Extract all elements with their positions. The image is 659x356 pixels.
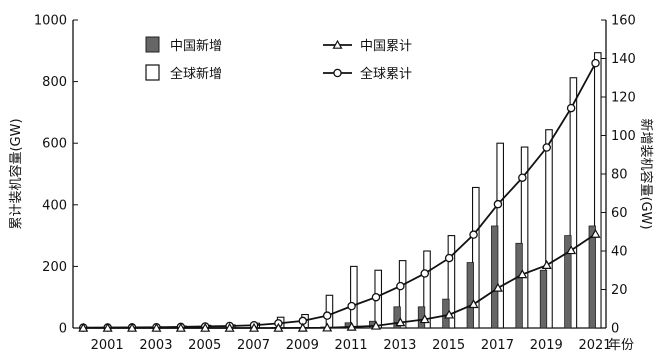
china-cumulative-point (322, 322, 333, 332)
left-y-tick-label: 600 (42, 137, 67, 152)
china-cumulative-point (175, 322, 186, 332)
legend-label-global-new: 全球新增 (170, 66, 222, 82)
x-tick-label: 2011 (335, 338, 368, 353)
global-cumulative-point (469, 230, 478, 239)
china-cumulative-point (151, 322, 162, 332)
china-cumulative-point (395, 317, 406, 327)
global-cumulative-point (493, 199, 503, 209)
legend-label-china-new: 中国新增 (170, 38, 222, 54)
legend-label-china-cumulative: 中国累计 (360, 39, 412, 54)
right-y-tick-label: 40 (611, 245, 628, 260)
left-y-tick-label: 800 (42, 75, 67, 90)
global-new-bar (593, 52, 602, 329)
global-cumulative-point (591, 58, 600, 68)
china-cumulative-point (444, 309, 455, 319)
global-new-bar (423, 250, 431, 329)
global-cumulative-line (83, 62, 597, 329)
global-new-bar (569, 77, 578, 329)
global-cumulative-point (566, 103, 576, 113)
china-cumulative-point (468, 299, 479, 309)
legend-marker-global-cumulative (333, 68, 342, 78)
x-tick-label: 2007 (237, 338, 270, 353)
china-cumulative-point (370, 320, 382, 330)
china-cumulative-point (248, 322, 260, 332)
china-cumulative-point (492, 282, 503, 292)
global-cumulative-point (322, 311, 332, 320)
china-cumulative-point (224, 322, 235, 332)
china-cumulative-point (102, 322, 113, 332)
china-new-bar (491, 225, 499, 329)
global-cumulative-point (444, 253, 454, 263)
x-tick-label: 2019 (530, 338, 563, 353)
global-cumulative-point (518, 173, 527, 182)
chart-axes: 0 200 400 600 800 1000 0 20 40 60 80 100 120 140 160 20… (8, 14, 654, 354)
right-y-tick-label: 160 (611, 14, 636, 29)
bar-series-group (81, 52, 602, 329)
china-cumulative-point (297, 322, 308, 332)
x-tick-label: 2009 (286, 338, 319, 353)
x-tick-label: 2001 (91, 338, 124, 353)
global-new-bar (398, 260, 407, 329)
china-cumulative-point (541, 259, 552, 269)
china-cumulative-point (127, 322, 138, 332)
global-cumulative-point (371, 292, 381, 302)
legend-swatch-global-new (145, 64, 160, 81)
x-tick-label: 2021 (578, 338, 611, 353)
right-y-tick-label: 120 (611, 91, 636, 106)
china-new-bar (466, 262, 474, 329)
right-y-tick-label: 20 (611, 283, 628, 298)
legend-marker-china-cumulative (332, 39, 343, 49)
china-cumulative-point (200, 322, 211, 332)
global-cumulative-point (542, 143, 551, 152)
global-new-bar (520, 146, 529, 329)
china-cumulative-point (346, 321, 357, 331)
global-new-bar (350, 265, 358, 329)
line-series-group (78, 58, 601, 332)
china-cumulative-point (517, 269, 528, 279)
right-y-tick-label: 100 (611, 129, 636, 144)
right-y-tick-label: 140 (611, 52, 636, 67)
x-tick-label: 2005 (188, 338, 221, 353)
global-cumulative-point (347, 301, 356, 311)
right-y-tick-label: 80 (611, 168, 628, 183)
global-cumulative-point (396, 281, 405, 291)
left-y-axis-title: 累计装机容量(GW) (8, 118, 24, 229)
china-new-bar (564, 235, 572, 329)
global-new-bar (447, 235, 456, 329)
legend-swatch-china-new (145, 36, 160, 53)
right-y-axis-title: 新增装机容量(GW) (638, 118, 654, 229)
china-new-bar (588, 225, 596, 329)
x-tick-label: 2003 (139, 338, 172, 353)
x-axis-unit-label: 年份 (608, 338, 634, 353)
china-new-bar (539, 269, 548, 329)
x-tick-label: 2015 (432, 338, 465, 353)
global-new-bar (545, 129, 553, 329)
global-new-bar (472, 186, 480, 329)
left-y-tick-label: 200 (42, 260, 67, 275)
right-y-tick-label: 0 (611, 322, 619, 337)
legend-label-global-cumulative: 全球累计 (360, 66, 412, 82)
china-cumulative-point (590, 228, 601, 238)
right-y-tick-label: 60 (611, 206, 628, 221)
global-cumulative-point (420, 269, 430, 278)
china-new-bar (515, 242, 523, 329)
china-cumulative-line (83, 233, 597, 329)
left-y-tick-label: 0 (59, 322, 67, 337)
left-y-tick-label: 1000 (34, 14, 67, 29)
china-cumulative-point (419, 314, 430, 324)
china-cumulative-point (566, 245, 577, 255)
china-cumulative-point (273, 322, 284, 332)
x-tick-label: 2017 (481, 338, 514, 353)
x-tick-label: 2013 (383, 338, 416, 353)
china-cumulative-point (78, 322, 89, 332)
left-y-tick-label: 400 (42, 198, 67, 213)
